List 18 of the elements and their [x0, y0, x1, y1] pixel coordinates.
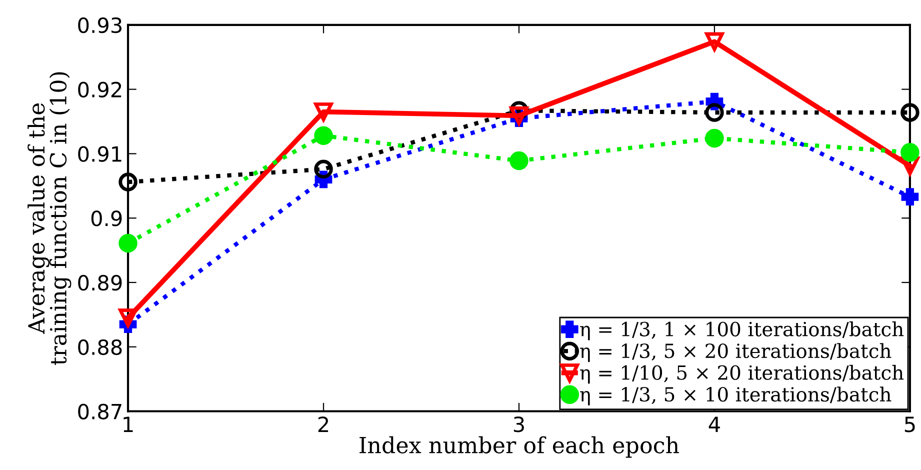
y-tick-label: 0.87 — [78, 404, 122, 420]
y-tick-label: 0.89 — [78, 274, 122, 291]
x-tick-label: 2 — [318, 416, 328, 432]
legend-label: η = 1/10, 5 × 20 iterations/batch — [580, 364, 904, 384]
x-tick-label: 4 — [708, 416, 720, 432]
legend-label: η = 1/3, 1 × 100 iterations/batch — [580, 321, 904, 340]
y-tick-label: 0.88 — [78, 339, 122, 356]
x-tick-label: 1 — [124, 416, 133, 432]
y-tick-label: 0.93 — [78, 17, 122, 34]
y-tick-label: 0.92 — [78, 82, 122, 98]
legend-label: η = 1/3, 5 × 20 iterations/batch — [580, 343, 892, 362]
y-tick-label: 0.9 — [91, 210, 122, 226]
y-axis-title: Average value of the training function C in (10) — [28, 72, 72, 366]
y-tick-label: 0.91 — [78, 146, 122, 162]
x-tick-label: 5 — [904, 416, 915, 432]
x-axis-title: Index number of each epoch — [360, 436, 679, 458]
x-tick-label: 3 — [514, 416, 524, 432]
legend-label: η = 1/3, 5 × 10 iterations/batch — [580, 386, 892, 406]
